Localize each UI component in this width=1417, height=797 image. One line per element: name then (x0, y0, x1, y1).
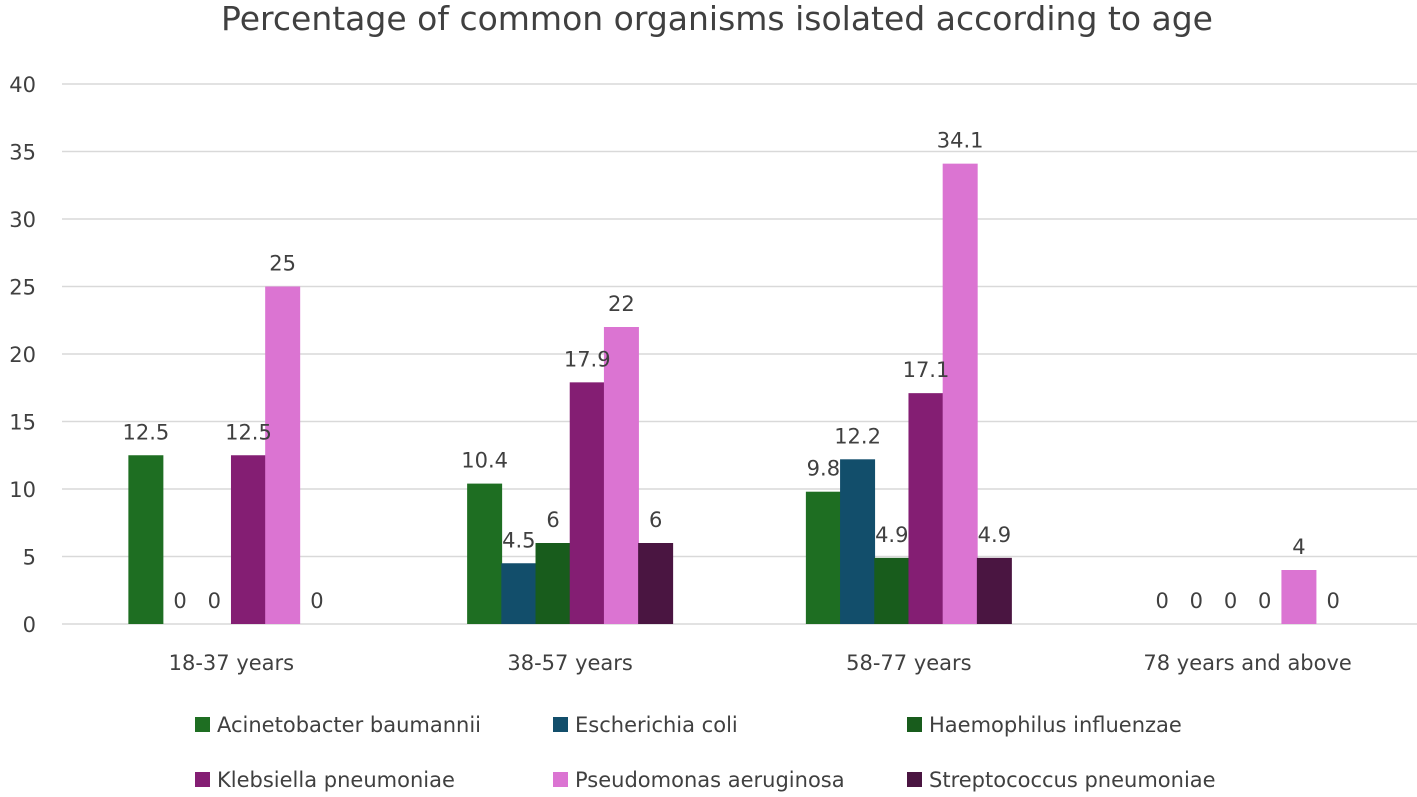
chart-title: Percentage of common organisms isolated … (221, 0, 1213, 38)
bar (638, 543, 674, 624)
y-tick-label: 5 (23, 546, 36, 570)
bar (501, 563, 537, 624)
legend-label: Escherichia coli (575, 713, 738, 737)
data-label: 0 (1258, 589, 1271, 613)
data-label: 34.1 (937, 129, 984, 153)
data-label: 4 (1292, 535, 1305, 559)
bar (230, 455, 266, 624)
legend-item: Acinetobacter baumannii (195, 713, 481, 737)
data-label: 4.5 (502, 528, 535, 552)
data-label: 6 (649, 508, 662, 532)
bar (603, 327, 639, 624)
bar (942, 163, 978, 624)
data-label: 0 (310, 589, 323, 613)
legend-label: Klebsiella pneumoniae (217, 768, 455, 792)
bar (535, 543, 571, 624)
data-label: 0 (1190, 589, 1203, 613)
legend-item: Pseudomonas aeruginosa (553, 768, 845, 792)
x-tick-label: 58-77 years (846, 651, 972, 675)
legend: Acinetobacter baumannii Escherichia coli H… (195, 713, 1216, 792)
legend-item: Haemophilus influenzae (907, 713, 1182, 737)
data-label: 0 (1155, 589, 1168, 613)
legend-label: Haemophilus influenzae (929, 713, 1182, 737)
bar (840, 459, 876, 624)
bar (265, 286, 301, 624)
legend-label: Pseudomonas aeruginosa (575, 768, 845, 792)
legend-swatch (553, 772, 568, 787)
legend-swatch (553, 717, 568, 732)
data-label: 25 (269, 252, 296, 276)
data-label: 0 (1326, 589, 1339, 613)
data-label: 0 (1224, 589, 1237, 613)
legend-item: Klebsiella pneumoniae (195, 768, 455, 792)
legend-swatch (907, 717, 922, 732)
bar (874, 557, 910, 624)
y-axis: 0 5 10 15 20 25 30 35 40 (9, 73, 36, 637)
legend-swatch (907, 772, 922, 787)
data-label: 12.5 (122, 420, 169, 444)
data-label: 12.5 (225, 420, 272, 444)
bar (805, 491, 841, 624)
data-labels: 12.50 012.525010.44.5617.92269.812.24.917… (122, 129, 1339, 613)
bar (976, 557, 1012, 624)
bar (1281, 570, 1317, 624)
data-label: 17.9 (564, 347, 611, 371)
data-label: 6 (546, 508, 559, 532)
legend-swatch (195, 717, 210, 732)
data-label: 22 (608, 292, 635, 316)
bar (467, 483, 503, 624)
y-tick-label: 35 (9, 141, 36, 165)
y-tick-label: 25 (9, 276, 36, 300)
data-label: 0 (208, 589, 221, 613)
bar (569, 382, 605, 624)
bar (128, 455, 164, 624)
data-label: 0 (173, 589, 186, 613)
legend-label: Streptococcus pneumoniae (929, 768, 1216, 792)
legend-label: Acinetobacter baumannii (217, 713, 481, 737)
x-tick-label: 38-57 years (507, 651, 633, 675)
legend-item: Escherichia coli (553, 713, 738, 737)
data-label: 9.8 (807, 457, 840, 481)
data-label: 12.2 (834, 424, 881, 448)
data-label: 10.4 (461, 449, 508, 473)
y-tick-label: 30 (9, 208, 36, 232)
y-tick-label: 40 (9, 73, 36, 97)
y-tick-label: 10 (9, 478, 36, 502)
x-tick-label: 18-37 years (169, 651, 295, 675)
y-tick-label: 15 (9, 411, 36, 435)
legend-swatch (195, 772, 210, 787)
bar (908, 393, 944, 624)
x-tick-label: 78 years and above (1143, 651, 1351, 675)
legend-item: Streptococcus pneumoniae (907, 768, 1216, 792)
y-tick-label: 20 (9, 343, 36, 367)
bars (128, 163, 1317, 624)
data-label: 17.1 (903, 358, 950, 382)
data-label: 4.9 (978, 523, 1011, 547)
x-axis: 18-37 years 38-57 years 58-77 years 78 year… (169, 651, 1352, 675)
y-tick-label: 0 (23, 613, 36, 637)
data-label: 4.9 (875, 523, 908, 547)
